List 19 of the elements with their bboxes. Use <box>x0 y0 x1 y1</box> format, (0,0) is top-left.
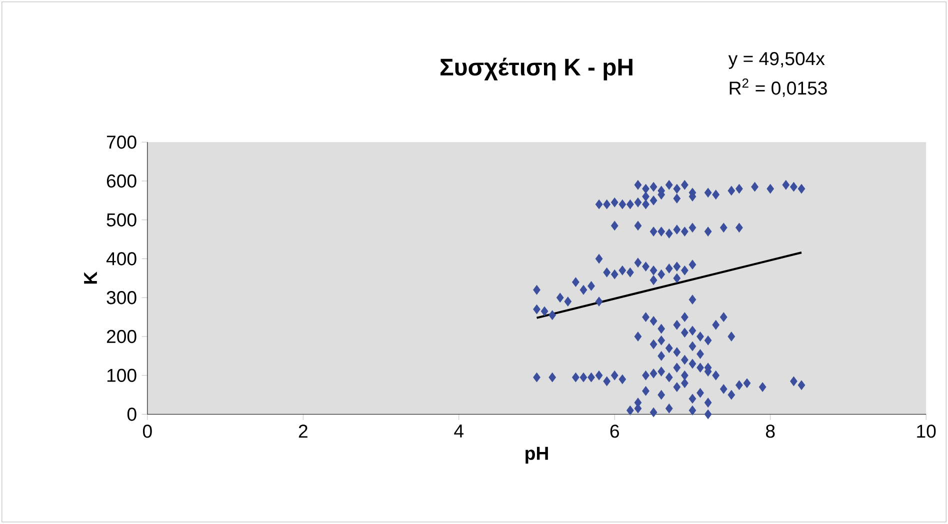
y-tick-label: 0 <box>127 408 136 421</box>
y-tick-label: 400 <box>106 252 136 266</box>
text: R$^{2}$ = 0,0153 <box>730 78 827 97</box>
x-tick-label: 8 <box>766 424 775 438</box>
x-tick-label: 6 <box>610 424 619 438</box>
y-tick-label: 200 <box>106 330 136 344</box>
y-tick-label: 100 <box>107 368 136 382</box>
x-tick-label: 4 <box>454 424 464 438</box>
y-tick-label: 300 <box>106 291 136 304</box>
x-tick-label: 10 <box>917 424 936 438</box>
y-tick-label: 600 <box>106 174 136 188</box>
x-axis-title: pH <box>526 446 548 464</box>
chart-title: Συσχέτιση K - pH <box>440 58 632 80</box>
x-tick-label: 0 <box>142 424 152 438</box>
y-axis-title: K <box>84 272 97 284</box>
x-tick-label: 2 <box>298 424 308 438</box>
y-tick-label: 500 <box>106 213 136 227</box>
y-tick-label: 700 <box>106 136 136 149</box>
text: y = 49,504x <box>728 52 825 69</box>
